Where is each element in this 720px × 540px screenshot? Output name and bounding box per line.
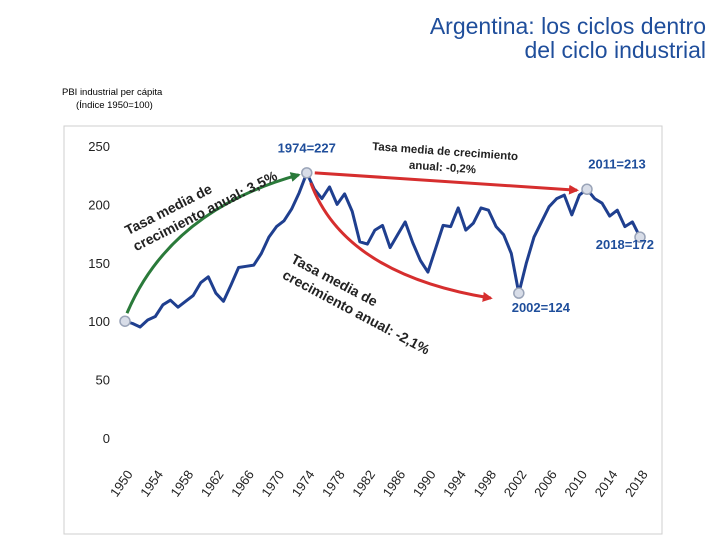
growth-arrow-red-2002 — [309, 182, 493, 302]
series-line — [123, 171, 642, 329]
y-tick-label: 0 — [103, 431, 110, 446]
data-point-marker — [119, 315, 131, 327]
data-point-marker — [581, 183, 593, 195]
plot-frame — [63, 125, 663, 535]
slide-title-line1: Argentina: los ciclos dentro — [429, 13, 706, 39]
data-point-marker — [513, 287, 525, 299]
data-point-marker — [301, 167, 313, 179]
chart-title-block: PBI industrial per cápita (Índice 1950=1… — [62, 86, 162, 112]
chart-subtitle: (Índice 1950=100) — [76, 100, 153, 111]
point-label: 2011=213 — [588, 156, 645, 171]
y-tick-label: 150 — [88, 256, 110, 271]
point-label: 2018=172 — [596, 237, 654, 252]
growth-arrow-red-2011 — [314, 171, 579, 195]
chart-title: PBI industrial per cápita — [62, 87, 163, 98]
svg-text:anual: -0,2%: anual: -0,2% — [409, 160, 477, 177]
y-tick-label: 50 — [96, 373, 110, 388]
y-tick-label: 100 — [88, 314, 110, 329]
point-label: 1974=227 — [278, 141, 336, 156]
y-tick-label: 250 — [88, 139, 110, 154]
slide-title-line2: del ciclo industrial — [524, 37, 706, 63]
data-point-marker — [634, 231, 646, 243]
y-tick-label: 200 — [88, 197, 110, 212]
slide-title: Argentina: los ciclos dentro del ciclo i… — [430, 14, 706, 62]
growth-arrow-green — [125, 172, 301, 314]
point-label: 2002=124 — [512, 300, 571, 315]
